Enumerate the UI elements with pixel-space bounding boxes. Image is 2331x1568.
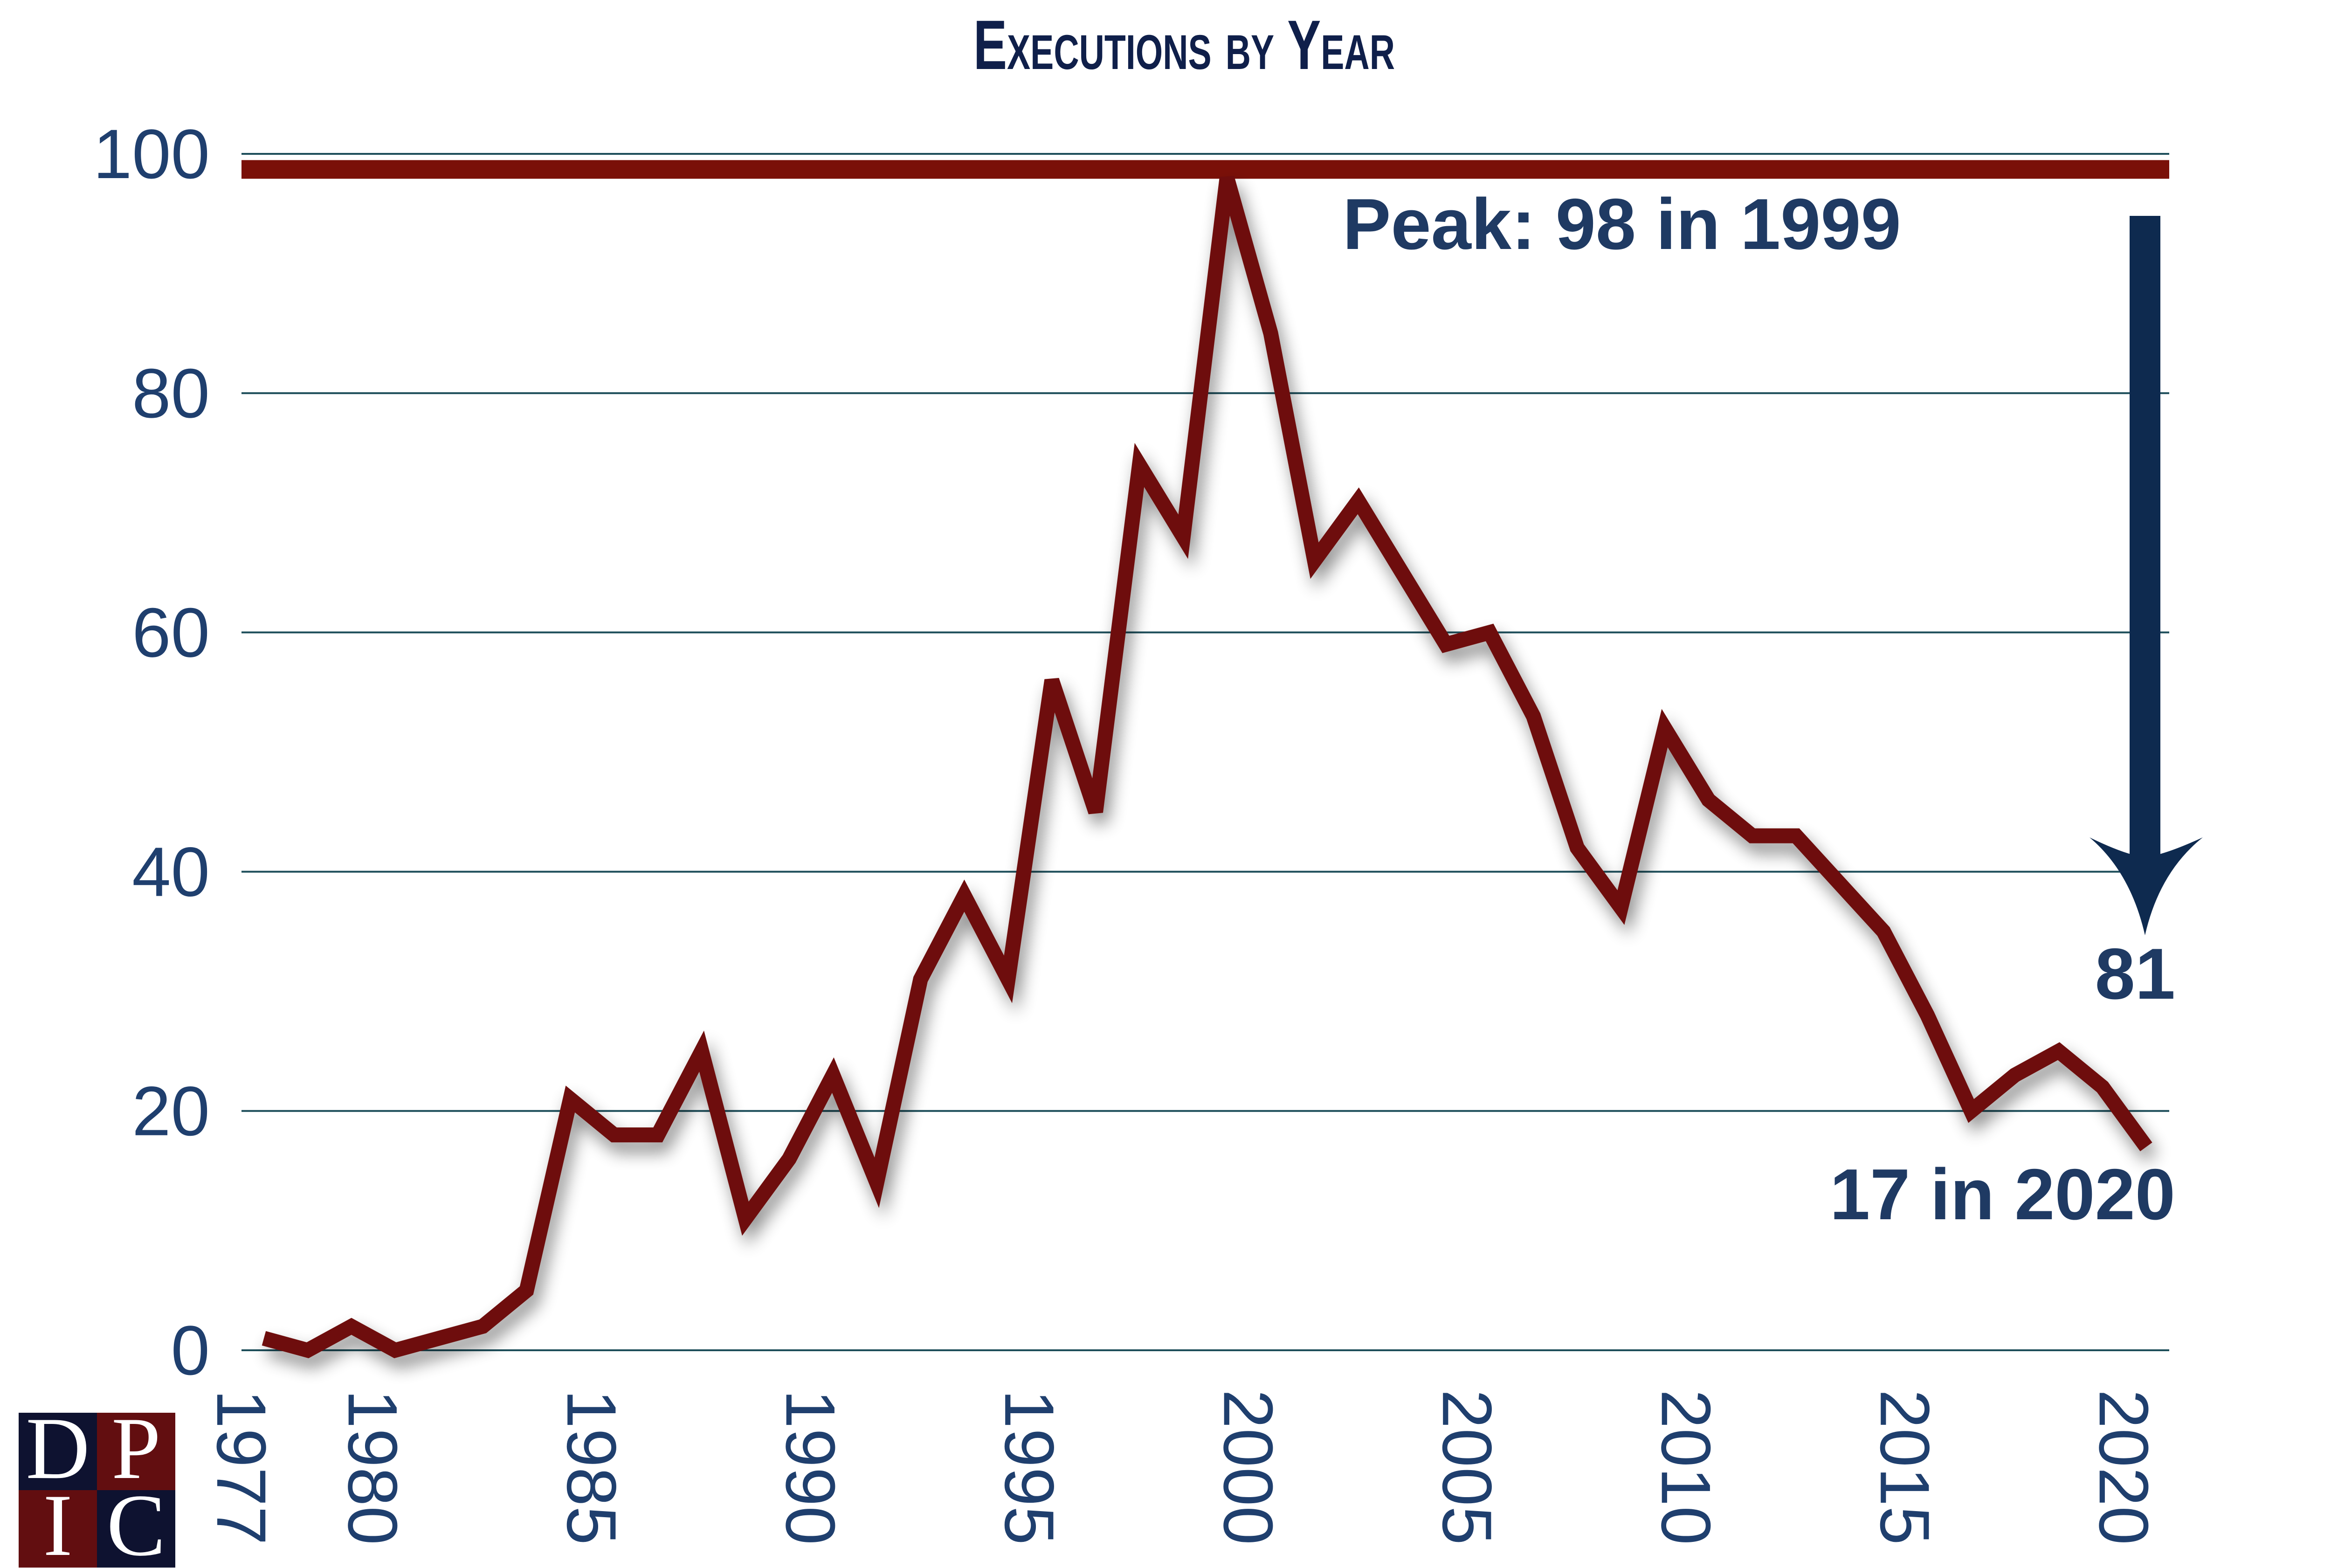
data-point-1997 — [1139, 464, 1140, 465]
x-tick-label: 1995 — [990, 1389, 1069, 1545]
y-tick-label: 40 — [132, 833, 210, 911]
data-point-2009 — [1664, 728, 1665, 729]
data-point-2015 — [1927, 1015, 1928, 1016]
data-point-1996 — [1095, 811, 1096, 812]
x-tick-label: 2020 — [2085, 1389, 2163, 1545]
peak-annotation: Peak: 98 in 1999 — [1343, 184, 1901, 264]
data-point-1981 — [439, 1338, 440, 1339]
decline-annotation: 81 — [2095, 933, 2175, 1014]
data-point-1988 — [745, 1218, 746, 1219]
data-point-2017 — [2014, 1075, 2015, 1076]
data-point-1994 — [1007, 979, 1008, 980]
data-point-2010 — [1708, 800, 1709, 801]
svg-text:I: I — [43, 1477, 72, 1568]
x-axis: 1977 1980 1985 1990 1995 2000 2005 2010 2015 2020 — [202, 1389, 2163, 1545]
data-point-1993 — [964, 895, 965, 896]
data-point-2001 — [1314, 560, 1315, 561]
data-point-1979 — [351, 1326, 352, 1327]
data-point-1980 — [395, 1350, 396, 1351]
x-tick-label: 1990 — [772, 1389, 850, 1545]
svg-text:D: D — [26, 1400, 90, 1498]
data-point-2006 — [1533, 716, 1534, 717]
x-tick-label: 2010 — [1647, 1389, 1725, 1545]
data-point-1984 — [570, 1098, 571, 1099]
data-point-2013 — [1839, 883, 1840, 884]
svg-text:P: P — [111, 1400, 161, 1498]
data-point-1986 — [657, 1134, 658, 1135]
data-point-1977 — [263, 1338, 264, 1339]
data-point-2003 — [1401, 572, 1402, 573]
x-tick-label: 2005 — [1428, 1389, 1506, 1545]
x-tick-label: 1977 — [202, 1389, 281, 1545]
y-tick-label: 0 — [171, 1311, 210, 1389]
data-point-1989 — [789, 1158, 790, 1159]
data-point-2014 — [1883, 931, 1884, 932]
data-point-2005 — [1489, 632, 1490, 633]
data-point-2019 — [2102, 1086, 2103, 1087]
latest-annotation: 17 in 2020 — [1830, 1154, 2175, 1235]
data-point-2007 — [1577, 847, 1578, 848]
data-point-1999 — [1227, 177, 1228, 178]
data-point-1995 — [1051, 680, 1052, 681]
data-point-1998 — [1183, 536, 1184, 537]
data-point-1987 — [701, 1051, 702, 1052]
data-point-1991 — [876, 1182, 877, 1183]
y-tick-label: 20 — [132, 1072, 210, 1150]
dpic-logo: D P I C — [19, 1400, 175, 1568]
data-point-2016 — [1971, 1111, 1972, 1112]
chart-title: Executions by Year — [973, 6, 1395, 84]
x-tick-label: 2015 — [1866, 1389, 1944, 1545]
y-tick-label: 80 — [132, 354, 210, 432]
svg-text:C: C — [107, 1477, 166, 1568]
y-tick-label: 100 — [93, 115, 210, 193]
y-tick-label: 60 — [132, 593, 210, 671]
down-arrow-icon — [2090, 216, 2203, 935]
data-point-1992 — [920, 979, 921, 980]
data-point-2004 — [1445, 644, 1446, 645]
data-point-2002 — [1358, 500, 1359, 501]
series-line-executions — [262, 175, 2152, 1359]
x-tick-label: 1985 — [552, 1389, 631, 1545]
data-point-1990 — [833, 1075, 834, 1076]
data-point-2000 — [1270, 333, 1271, 334]
x-tick-label: 2000 — [1209, 1389, 1288, 1545]
data-point-2018 — [2058, 1051, 2059, 1052]
x-tick-label: 1980 — [334, 1389, 412, 1545]
data-point-1978 — [307, 1350, 308, 1351]
y-axis: 0 20 40 60 80 100 — [93, 115, 210, 1389]
data-point-1983 — [526, 1290, 527, 1291]
